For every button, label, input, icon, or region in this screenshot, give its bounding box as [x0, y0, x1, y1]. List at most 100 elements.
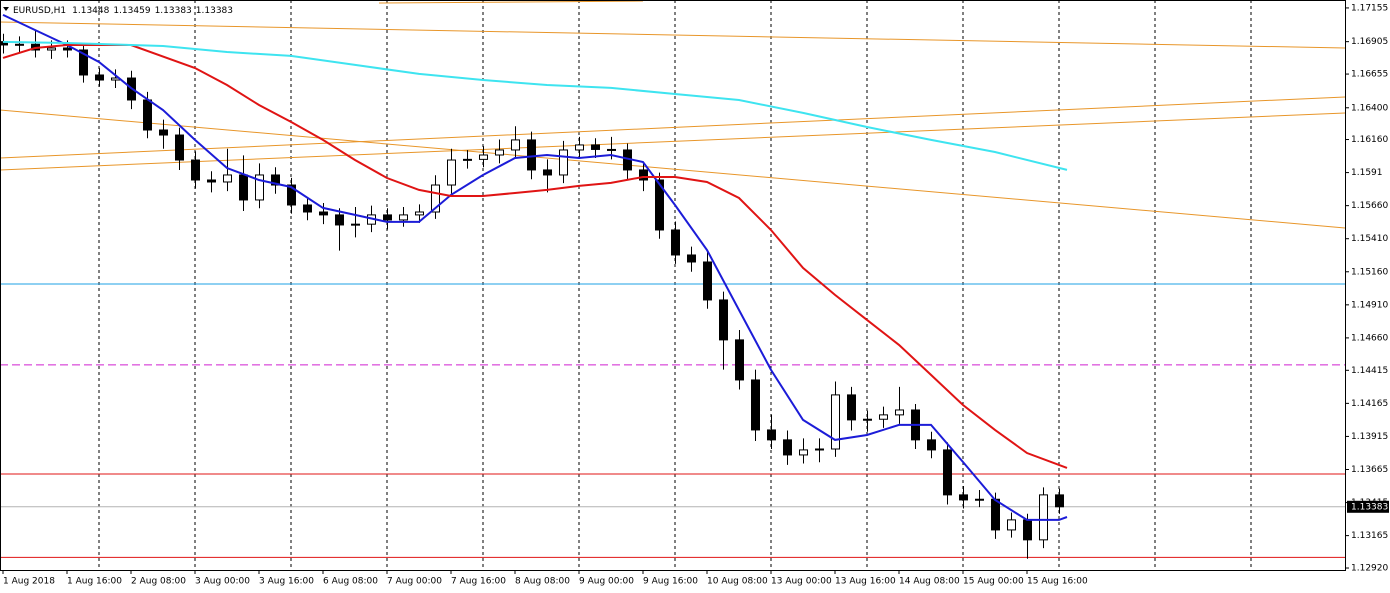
x-tick-label: 2 Aug 08:00 [131, 577, 186, 587]
candle-body [927, 439, 936, 451]
candle-body [271, 174, 280, 186]
candle-body [591, 144, 600, 150]
y-tick-label: 1.14910 [1351, 300, 1388, 310]
candle-body [255, 174, 264, 201]
candle-body [735, 339, 744, 381]
x-tick-label: 7 Aug 00:00 [387, 577, 442, 587]
candle-body [479, 154, 488, 160]
symbol: EURUSD,H1 [13, 6, 66, 16]
candle-body [287, 184, 296, 206]
candle-body [95, 74, 104, 81]
x-tick-label: 14 Aug 08:00 [899, 577, 960, 587]
candle-body [879, 414, 888, 420]
x-tick-label: 13 Aug 00:00 [771, 577, 832, 587]
y-tick-label: 1.15160 [1351, 267, 1388, 277]
candle-body [847, 394, 856, 421]
current-price-box [1347, 500, 1389, 513]
x-tick-label: 8 Aug 08:00 [515, 577, 570, 587]
candle-body [431, 184, 440, 213]
candle-body [175, 134, 184, 161]
candle-body [223, 174, 232, 183]
candle-body [1055, 494, 1064, 508]
candle-body [1023, 519, 1032, 541]
candle-body [991, 498, 1000, 531]
candle-body [767, 429, 776, 441]
candle-body [815, 448, 824, 451]
candle-body [159, 129, 168, 136]
y-tick-label: 1.14660 [1351, 333, 1388, 343]
candle-body [463, 158, 472, 161]
current-price-label: 1.13383 [1351, 502, 1388, 512]
candle-body [687, 254, 696, 263]
x-tick-label: 10 Aug 08:00 [707, 577, 768, 587]
candle-body [495, 149, 504, 156]
y-tick-label: 1.14415 [1351, 366, 1388, 376]
candle-body [559, 149, 568, 176]
candle-body [79, 49, 88, 76]
trendline [378, 0, 644, 4]
candle-body [607, 148, 616, 151]
y-tick-label: 1.12920 [1351, 564, 1388, 574]
moving-average [2, 13, 1068, 521]
candle-body [143, 99, 152, 131]
x-tick-label: 9 Aug 00:00 [579, 577, 634, 587]
candle-body [863, 418, 872, 421]
y-tick-label: 1.17155 [1351, 3, 1388, 13]
candle-body [303, 204, 312, 213]
candle-body [511, 139, 520, 151]
x-tick-label: 7 Aug 16:00 [451, 577, 506, 587]
y-tick-label: 1.13665 [1351, 465, 1388, 475]
x-tick-label: 6 Aug 08:00 [323, 577, 378, 587]
y-tick-label: 1.15410 [1351, 234, 1388, 244]
candle-body [399, 214, 408, 221]
y-tick-label: 1.13165 [1351, 531, 1388, 541]
candle-body [639, 169, 648, 181]
moving-average [2, 44, 1068, 469]
candle-body [719, 299, 728, 341]
trendline [0, 109, 1346, 229]
x-tick-label: 3 Aug 00:00 [195, 577, 250, 587]
x-tick-label: 1 Aug 16:00 [67, 577, 122, 587]
candle-body [527, 139, 536, 171]
candle-body [335, 214, 344, 226]
quote-close: 1.13383 [196, 6, 233, 16]
candle-body [751, 379, 760, 431]
candle-body [671, 229, 680, 256]
trendline [0, 112, 1346, 171]
menu-arrow[interactable] [3, 7, 9, 11]
candle-body [831, 394, 840, 450]
candle-body [415, 211, 424, 216]
quote-high: 1.13459 [113, 6, 150, 16]
y-tick-label: 1.16905 [1351, 37, 1388, 47]
x-tick-label: 15 Aug 16:00 [1027, 577, 1088, 587]
candle-body [1007, 519, 1016, 531]
candle-body [783, 439, 792, 456]
y-tick-label: 1.15660 [1351, 201, 1388, 211]
candle-body [543, 169, 552, 176]
candle-body [895, 409, 904, 416]
quote-open: 1.13448 [72, 6, 109, 16]
candle-body [15, 43, 24, 46]
y-tick-label: 1.1591 [1351, 168, 1383, 178]
candle-body [1039, 494, 1048, 541]
candle-body [975, 498, 984, 501]
trendline [0, 96, 1346, 159]
chart-frame [0, 0, 1346, 571]
candle-body [319, 211, 328, 216]
candle-body [63, 47, 72, 51]
candle-body [703, 261, 712, 301]
candle-body [575, 144, 584, 151]
chart-header: EURUSD,H1 1.13448 1.13459 1.13383 1.13383 [13, 6, 233, 16]
y-tick-label: 1.16160 [1351, 135, 1388, 145]
x-tick-label: 1 Aug 2018 [3, 577, 55, 587]
candle-body [191, 159, 200, 181]
x-tick-label: 15 Aug 00:00 [963, 577, 1024, 587]
moving-average [2, 40, 1068, 171]
candle-body [959, 494, 968, 501]
y-tick-label: 1.16655 [1351, 70, 1388, 80]
y-tick-label: 1.13915 [1351, 432, 1388, 442]
candle-body [239, 174, 248, 201]
